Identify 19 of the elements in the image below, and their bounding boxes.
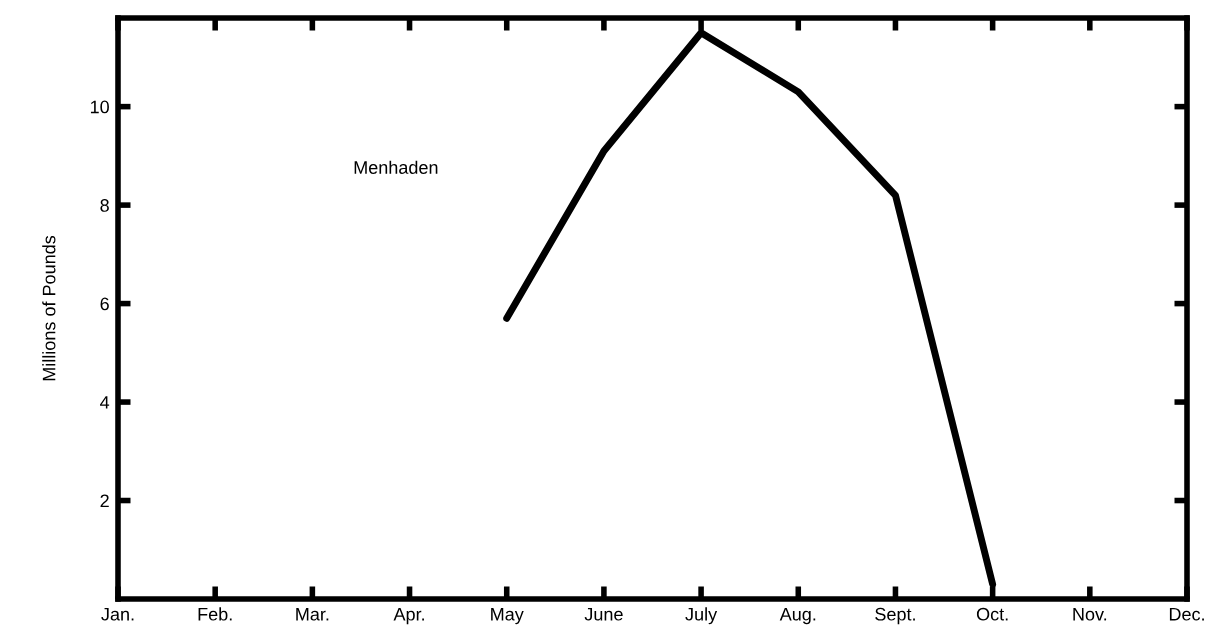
x-tick-label: Apr. bbox=[393, 608, 424, 625]
x-tick-label: Sept. bbox=[875, 607, 915, 625]
x-tick-label: Feb. bbox=[198, 607, 232, 621]
x-tick-label: Dec. bbox=[1169, 608, 1204, 621]
x-tick-label: June bbox=[584, 608, 623, 621]
y-axis-title: Millions of Pounds bbox=[42, 235, 56, 381]
x-tick-label: Oct. bbox=[976, 607, 1008, 621]
text: Menhaden bbox=[354, 160, 438, 174]
y-tick-label: 2 bbox=[100, 494, 109, 508]
x-tick-label: Aug. bbox=[779, 608, 816, 625]
x-tick-label: May bbox=[491, 608, 524, 625]
x-tick-label: Mar. bbox=[296, 608, 329, 621]
x-tick-label: Jan. bbox=[101, 608, 134, 621]
y-tick-label: 8 bbox=[100, 199, 109, 212]
x-tick-label: July bbox=[685, 607, 718, 625]
y-tick-label: 6 bbox=[100, 297, 109, 311]
y-tick-label: 10 bbox=[90, 100, 109, 114]
y-tick-label: 4 bbox=[100, 396, 110, 409]
x-tick-label: Nov. bbox=[1073, 608, 1107, 621]
